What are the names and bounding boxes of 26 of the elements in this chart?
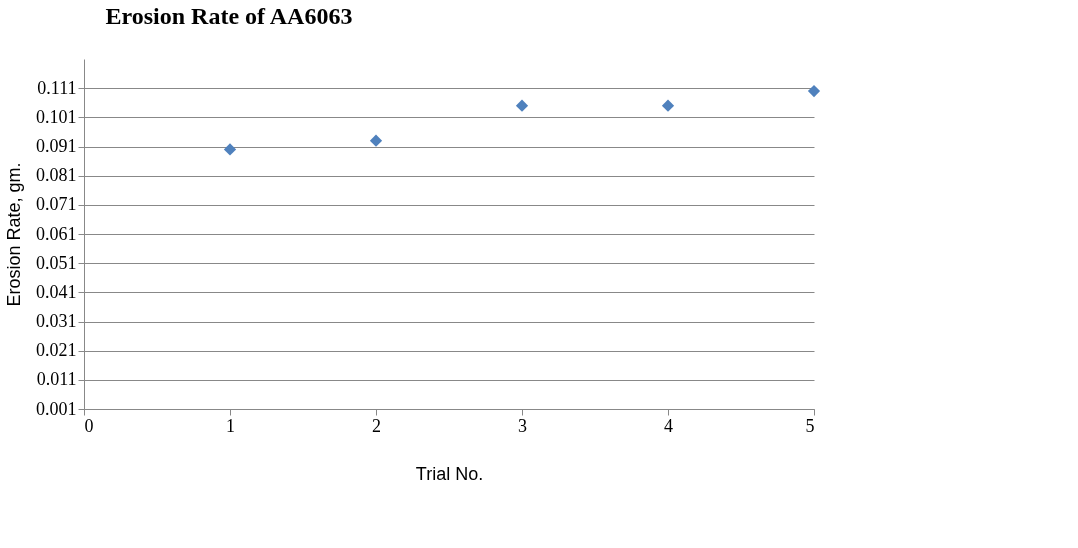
point bbox=[515, 99, 529, 112]
x-tick-label: 5 bbox=[805, 415, 815, 436]
point bbox=[369, 134, 383, 147]
y-tick-label: 0.111 bbox=[37, 77, 77, 98]
y-tick-label: 0.021 bbox=[36, 340, 77, 361]
y-tick-label: 0.051 bbox=[36, 252, 77, 273]
y-tick-label: 0.101 bbox=[36, 106, 77, 127]
y-tick-label: 0.071 bbox=[36, 194, 77, 215]
y-tick-label: 0.061 bbox=[36, 223, 77, 244]
y-tick-label: 0.001 bbox=[36, 398, 77, 419]
y-axis-title: Erosion Rate, gm. bbox=[4, 162, 24, 307]
point bbox=[807, 84, 821, 98]
x-tick-label: 2 bbox=[372, 415, 381, 436]
chart-title: Erosion Rate of AA6063 bbox=[105, 3, 353, 29]
x-tick-label: 1 bbox=[226, 415, 235, 436]
y-tick-label: 0.041 bbox=[36, 281, 77, 302]
y-tick-label: 0.011 bbox=[36, 369, 77, 390]
y-tick-label: 0.091 bbox=[36, 136, 77, 156]
y-tick-label: 0.031 bbox=[36, 311, 77, 331]
y-tick-label: 0.081 bbox=[36, 165, 77, 186]
x-axis-title: Trial No. bbox=[415, 463, 484, 484]
point bbox=[223, 143, 237, 156]
x-tick-label: 0 bbox=[84, 415, 94, 436]
x-tick-label: 3 bbox=[518, 415, 527, 436]
point bbox=[661, 99, 675, 112]
x-tick-label: 4 bbox=[664, 415, 673, 436]
